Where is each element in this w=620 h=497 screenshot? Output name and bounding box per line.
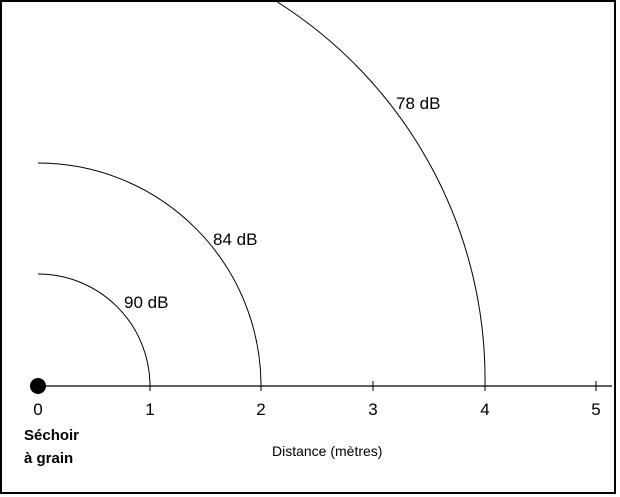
arc-84db [37, 162, 262, 387]
ring-label-78db: 78 dB [396, 94, 440, 113]
tick-label-4: 4 [480, 400, 489, 419]
tick-label-1: 1 [145, 400, 154, 419]
tick-label-5: 5 [591, 400, 600, 419]
grain-dryer-source-dot [30, 378, 46, 394]
tick-label-0: 0 [33, 400, 42, 419]
ring-label-90db: 90 dB [124, 293, 168, 312]
tick-label-2: 2 [256, 400, 265, 419]
axis-title: Distance (mètres) [272, 443, 382, 459]
arc-90db [37, 273, 151, 387]
tick-label-3: 3 [368, 400, 377, 419]
arc-78db [273, 0, 486, 387]
source-label-line2: à grain [24, 450, 73, 467]
ring-label-84db: 84 dB [213, 230, 257, 249]
source-label-line1: Séchoir [24, 427, 79, 444]
